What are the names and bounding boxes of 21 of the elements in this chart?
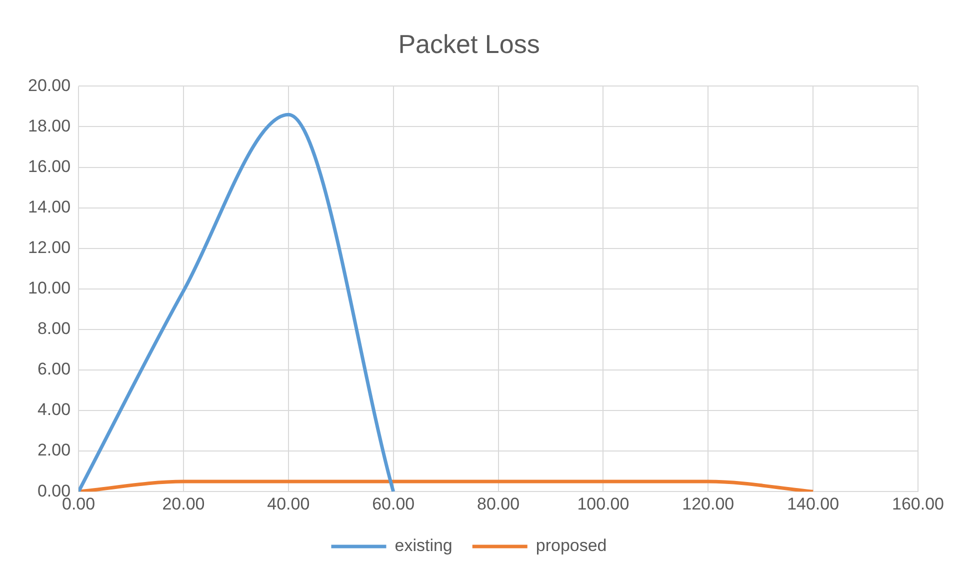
x-tick-label: 120.00 (682, 494, 734, 514)
legend-label: proposed (536, 536, 607, 556)
x-tick-label: 20.00 (162, 494, 205, 514)
x-tick-label: 80.00 (476, 494, 520, 514)
y-tick-label: 20.00 (28, 76, 71, 95)
chart-title: Packet Loss (398, 28, 540, 59)
y-tick-label: 2.00 (37, 440, 71, 460)
x-tick-label: 140.00 (787, 494, 840, 514)
x-tick-label: 40.00 (267, 494, 310, 514)
y-tick-label: 6.00 (37, 360, 71, 379)
x-tick-label: 100.00 (577, 494, 630, 514)
y-tick-label: 16.00 (28, 156, 71, 176)
y-tick-label: 14.00 (28, 198, 71, 217)
y-tick-label: 12.00 (28, 238, 71, 258)
y-tick-label: 18.00 (28, 116, 71, 136)
x-tick-label: 60.00 (372, 494, 415, 514)
y-tick-label: 8.00 (37, 319, 71, 338)
y-tick-label: 10.00 (28, 278, 71, 298)
x-tick-label: 160.00 (892, 494, 944, 514)
legend-label: existing (394, 536, 452, 556)
y-tick-label: 4.00 (37, 400, 71, 420)
